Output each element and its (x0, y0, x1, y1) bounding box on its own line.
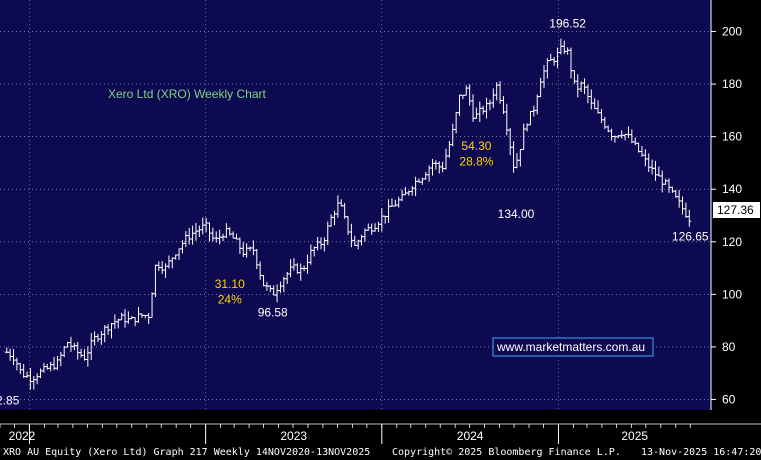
y-tick-label-160: 160 (722, 130, 742, 144)
footer-right: 13-Nov-2025 16:47:20 (641, 447, 761, 458)
y-tick-label-180: 180 (722, 77, 742, 91)
website-link[interactable]: www.marketmatters.com.au (496, 340, 645, 354)
website-link-box (492, 337, 654, 357)
annotation-label: 196.52 (549, 17, 586, 31)
last-price-tag-box (713, 202, 760, 218)
annotation-label: 31.10 (215, 277, 245, 291)
y-tick-label-100: 100 (722, 287, 742, 301)
x-tick-label-2025: 2025 (621, 429, 648, 443)
y-tick-label-140: 140 (722, 182, 742, 196)
annotation-label: 96.58 (258, 306, 288, 320)
annotation-label: 134.00 (498, 207, 535, 221)
y-tick-label-60: 60 (722, 392, 736, 406)
x-tick-label-2022: 2022 (9, 429, 36, 443)
x-tick-label-2023: 2023 (280, 429, 307, 443)
annotation-label: 54.30 (461, 139, 491, 153)
annotation-label: 28.8% (459, 155, 493, 169)
footer-middle: Copyright© 2025 Bloomberg Finance L.P. (392, 447, 621, 458)
annotation-label: 24% (218, 293, 242, 307)
ohlc-bar (687, 209, 692, 227)
annotation-label: 126.65 (672, 229, 709, 243)
y-tick-label-120: 120 (722, 235, 742, 249)
last-price-tag: 127.36 (717, 203, 754, 217)
y-tick-label-200: 200 (722, 25, 742, 39)
annotation-label: 62.85 (0, 394, 20, 408)
x-tick-label-2024: 2024 (457, 429, 484, 443)
chart-title: Xero Ltd (XRO) Weekly Chart (108, 87, 266, 101)
date-axis-panel (0, 410, 761, 446)
footer-left: XRO AU Equity (Xero Ltd) Graph 217 Weekl… (3, 447, 370, 458)
y-tick-label-80: 80 (722, 340, 736, 354)
